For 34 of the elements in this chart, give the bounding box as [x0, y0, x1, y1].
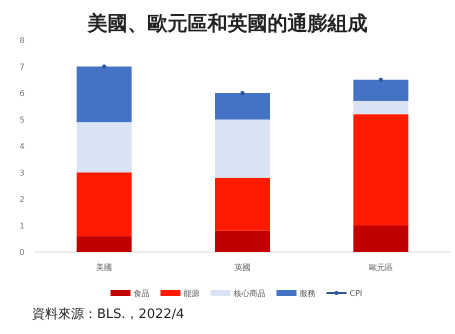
bar [353, 226, 408, 252]
y-tick-label: 4 [19, 142, 25, 151]
point [378, 78, 383, 82]
y-tick-label: 8 [19, 36, 25, 45]
bar [215, 230, 270, 252]
x-tick-label: 英國 [234, 263, 250, 272]
legend-label: 食品 [134, 289, 150, 298]
y-tick-label: 3 [19, 168, 25, 178]
bar [215, 120, 270, 178]
legend-label: CPI [350, 289, 362, 298]
bar [76, 66, 132, 122]
bar [76, 172, 132, 236]
legend-label: 服務 [300, 289, 316, 298]
legend-label: 核心商品 [232, 289, 266, 298]
bar [353, 114, 408, 226]
bar [215, 178, 270, 231]
bar [76, 236, 132, 252]
point [240, 91, 244, 95]
y-tick-label: 0 [19, 248, 25, 257]
bar [76, 122, 132, 172]
bar [353, 100, 408, 114]
x-tick-label: 歐元區 [368, 263, 393, 272]
y-tick-label: 1 [19, 222, 25, 230]
y-tick-label: 7 [19, 62, 25, 72]
point [102, 64, 106, 68]
source-note: 資料來源：BLS.，2022/4 [32, 307, 184, 322]
bar [353, 80, 408, 101]
y-tick-label: 6 [19, 89, 25, 98]
bar [215, 93, 270, 120]
y-tick-label: 5 [19, 116, 25, 124]
chart-title: 美國、歐元區和英國的通膨組成 [86, 11, 368, 35]
y-tick-label: 2 [19, 195, 25, 204]
x-tick-label: 美國 [96, 263, 112, 272]
legend-label: 能源 [184, 289, 200, 298]
